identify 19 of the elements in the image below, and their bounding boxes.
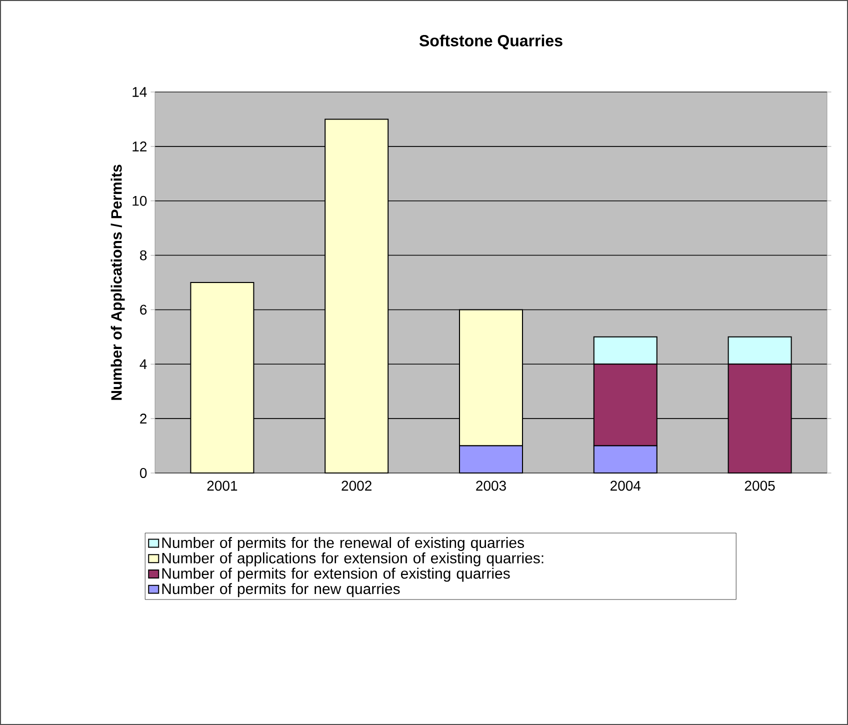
y-tick-label: 10 xyxy=(132,196,147,206)
y-tick-label: 0 xyxy=(140,468,147,478)
y-tick-label: 6 xyxy=(140,304,147,315)
y-tick-label: 12 xyxy=(132,142,146,152)
chart-title: Softstone Quarries xyxy=(419,34,562,50)
legend-label: Number of applications for extension of existing quarries: xyxy=(162,552,544,566)
x-tick-label: 2004 xyxy=(610,480,641,491)
x-tick-label: 2001 xyxy=(207,480,238,491)
legend-label: Number of permits for extension of existing quarries xyxy=(162,568,510,582)
x-tick-label: 2005 xyxy=(744,480,775,491)
legend-label: Number of permits for the renewal of existing quarries xyxy=(162,537,524,551)
y-axis-title: Number of Applications / Permits xyxy=(110,164,125,400)
y-tick-label: 14 xyxy=(132,87,147,97)
x-tick-label: 2002 xyxy=(342,480,372,491)
y-tick-label: 2 xyxy=(140,414,146,424)
x-tick-label: 2003 xyxy=(476,480,506,491)
y-tick-label: 8 xyxy=(140,250,147,260)
y-tick-label: 4 xyxy=(140,359,147,369)
legend-label: Number of permits for new quarries xyxy=(162,583,400,598)
